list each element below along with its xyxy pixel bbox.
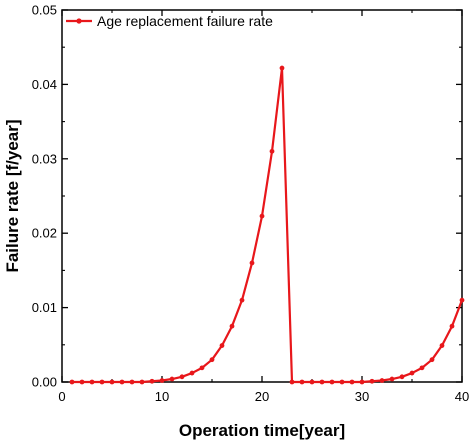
data-point: [179, 374, 185, 380]
x-tick-label: 30: [355, 389, 369, 404]
data-point: [159, 378, 165, 383]
data-point: [349, 379, 355, 385]
x-axis-title: Operation time[year]: [179, 421, 345, 440]
data-point: [79, 379, 85, 385]
x-tick-label: 0: [58, 389, 65, 404]
data-point: [269, 148, 275, 154]
series-line: [72, 66, 464, 384]
data-point: [329, 379, 335, 385]
data-point: [309, 379, 315, 385]
data-point: [89, 379, 95, 385]
data-point: [149, 378, 155, 384]
data-point: [289, 379, 295, 385]
data-point: [449, 323, 455, 329]
data-point: [99, 379, 105, 385]
y-tick-label: 0.01: [32, 300, 57, 315]
legend: Age replacement failure rate: [66, 13, 273, 29]
data-point: [419, 365, 425, 371]
plot-frame: [61, 9, 463, 383]
data-point: [379, 378, 385, 383]
data-point: [299, 379, 305, 385]
data-point: [429, 357, 435, 363]
data-point: [219, 343, 225, 348]
data-point: [139, 379, 145, 385]
y-axis-ticks: 0.00 0.01 0.02 0.03 0.04 0.05: [32, 3, 462, 390]
data-point: [319, 379, 325, 385]
data-point: [69, 379, 75, 385]
data-point: [399, 374, 405, 380]
data-point: [169, 376, 175, 382]
x-tick-label: 40: [455, 389, 469, 404]
data-point: [359, 379, 365, 385]
y-tick-label: 0.00: [32, 375, 57, 390]
data-point: [279, 65, 285, 71]
data-point: [229, 323, 235, 329]
data-point: [409, 370, 415, 376]
data-point: [459, 297, 465, 303]
y-tick-label: 0.02: [32, 226, 57, 241]
x-axis-ticks: 0 10 20 30 40: [58, 10, 469, 404]
y-tick-label: 0.04: [32, 77, 57, 92]
data-point: [249, 260, 255, 266]
x-tick-label: 10: [155, 389, 169, 404]
series-points: [69, 65, 465, 385]
data-point: [239, 297, 245, 303]
data-point: [189, 370, 195, 376]
data-point: [339, 379, 345, 385]
x-tick-label: 20: [255, 389, 269, 404]
data-point: [369, 378, 375, 384]
legend-label: Age replacement failure rate: [97, 13, 273, 29]
legend-marker: [76, 18, 82, 24]
data-point: [389, 376, 395, 382]
y-tick-label: 0.05: [32, 3, 57, 18]
data-point: [439, 343, 445, 348]
data-point: [129, 379, 135, 385]
data-point: [209, 357, 215, 363]
data-point: [259, 213, 265, 219]
data-point: [119, 379, 125, 385]
y-tick-label: 0.03: [32, 151, 57, 166]
y-axis-title: Failure rate [f/year]: [3, 119, 22, 272]
data-point: [109, 379, 115, 385]
data-point: [199, 365, 205, 371]
